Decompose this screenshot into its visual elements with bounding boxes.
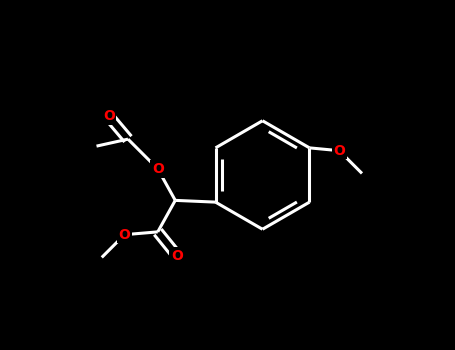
Text: O: O	[103, 109, 115, 124]
Text: O: O	[119, 228, 131, 241]
Text: O: O	[171, 248, 183, 262]
Text: O: O	[152, 162, 164, 176]
Text: O: O	[334, 144, 345, 158]
